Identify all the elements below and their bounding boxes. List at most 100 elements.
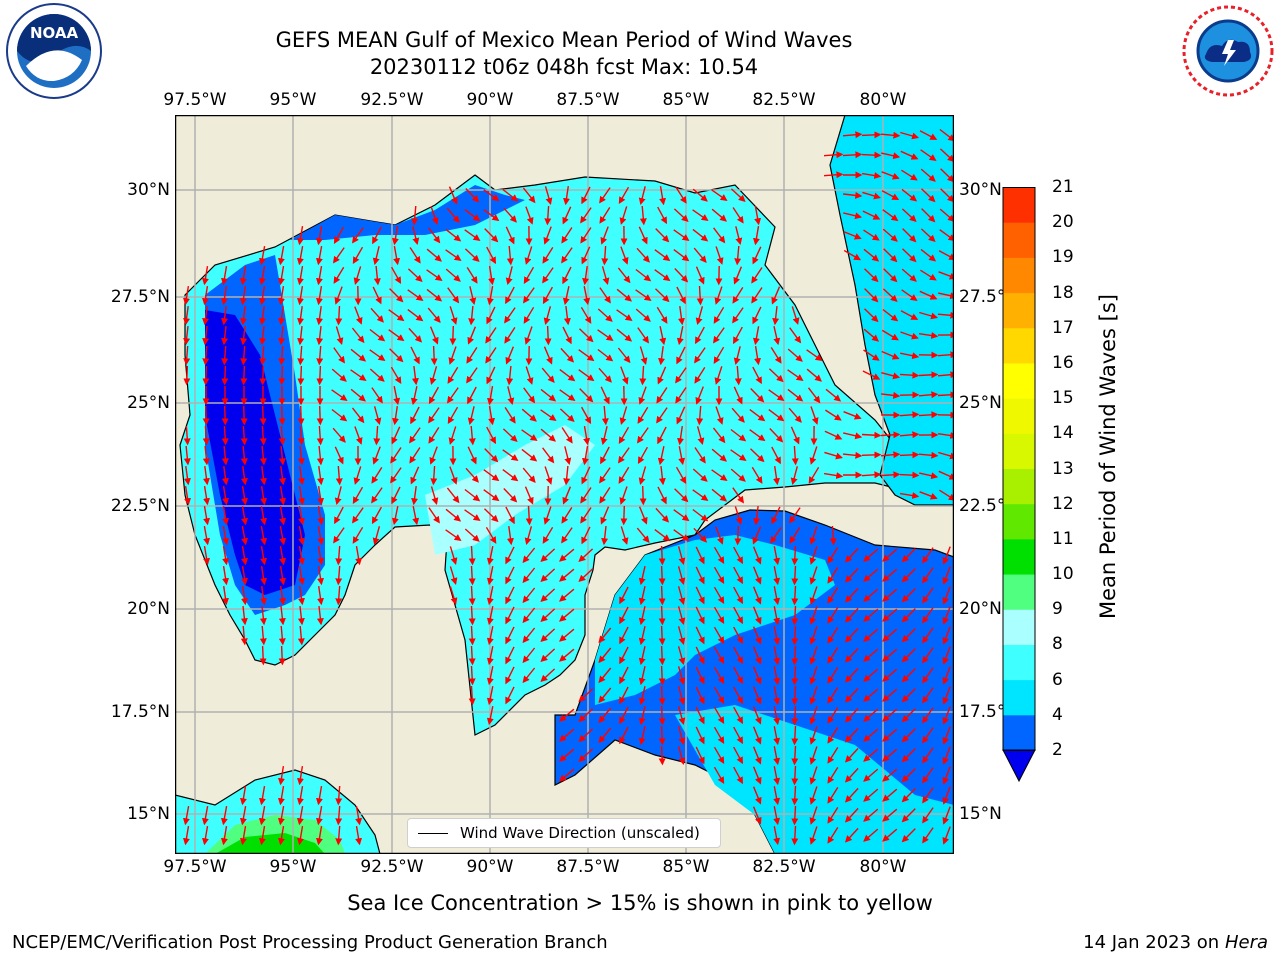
wave-direction-arrow [919,311,939,320]
wave-direction-arrow [239,265,247,286]
colorbar-label: Mean Period of Wind Waves [s] [1096,294,1120,619]
map-title: GEFS MEAN Gulf of Mexico Mean Period of … [275,28,853,52]
wave-direction-arrow [882,768,898,782]
lon-tick-top: 87.5°W [556,90,620,110]
footer-host: Hera [1224,932,1268,953]
wave-direction-arrow [505,606,515,625]
wave-direction-arrow [880,431,901,439]
wave-direction-arrow [524,326,533,345]
wave-direction-arrow [791,745,799,766]
wave-direction-arrow [203,525,211,546]
wave-direction-arrow [426,269,443,282]
wave-direction-arrow [277,245,285,266]
wave-direction-arrow [544,205,552,226]
wave-direction-arrow [768,389,785,402]
wave-direction-arrow [183,445,191,466]
colorbar-tick: 15 [1052,388,1074,409]
colorbar-segment [1003,503,1035,540]
wave-direction-arrow [525,366,534,385]
wave-direction-arrow [354,306,363,325]
wave-direction-arrow [899,371,920,379]
wave-direction-arrow [881,391,901,399]
wave-direction-arrow [639,365,647,386]
wave-direction-arrow [658,545,666,566]
wave-direction-arrow [693,527,708,543]
colorbar-tick: 11 [1052,528,1074,549]
wave-direction-arrow [901,628,916,643]
wave-direction-arrow [618,186,630,205]
wave-direction-arrow [221,425,229,446]
wave-direction-arrow [922,687,934,704]
wave-direction-arrow [773,826,781,846]
wave-direction-arrow [484,508,499,523]
wave-direction-arrow [920,248,937,262]
wave-direction-arrow [239,805,247,826]
wave-direction-arrow [732,287,744,304]
colorbar-segment [1003,468,1035,505]
wave-direction-arrow [240,365,248,386]
colorbar-segment [1003,538,1035,575]
wave-direction-arrow [279,485,286,506]
wave-direction-arrow [221,345,229,366]
wave-direction-arrow [391,426,401,445]
wave-direction-arrow [637,406,649,424]
wave-direction-arrow [464,229,481,242]
wave-direction-arrow [468,545,476,566]
wave-direction-arrow [484,448,499,463]
wave-direction-arrow [733,766,743,785]
wave-direction-arrow [240,306,248,326]
wave-direction-arrow [483,469,500,482]
wave-direction-arrow [391,506,399,526]
wave-direction-arrow [486,546,494,566]
noaa-logo: NOAA [4,2,104,100]
wave-direction-arrow [882,628,898,642]
wave-direction-arrow [222,545,230,566]
wave-direction-arrow [468,305,476,326]
wave-direction-arrow [637,327,650,344]
wave-direction-arrow [619,706,629,725]
wave-direction-arrow [695,266,705,285]
wind-wave-direction-vectors [182,128,954,846]
wave-direction-arrow [882,688,898,702]
wave-direction-arrow [921,188,936,203]
wave-direction-arrow [809,826,818,845]
wave-direction-arrow [677,666,686,686]
wave-direction-arrow [317,545,325,566]
wave-direction-arrow [901,188,918,202]
lat-tick-left: 25°N [127,393,170,413]
wave-direction-arrow [352,246,364,265]
wave-direction-arrow [372,246,380,266]
wave-direction-arrow [372,286,382,305]
wave-direction-arrow [522,607,536,624]
wave-direction-arrow [752,586,762,605]
footer-date: 14 Jan 2023 on Hera [1083,932,1268,953]
wave-direction-arrow [861,471,882,479]
wave-direction-arrow [331,408,348,422]
wave-direction-arrow [791,725,799,746]
wave-direction-arrow [445,508,462,522]
wave-direction-arrow [505,546,515,565]
wave-direction-arrow [521,429,538,442]
wave-direction-arrow [791,545,799,566]
wave-direction-arrow [918,332,939,339]
wave-direction-arrow [922,727,934,744]
wave-direction-arrow [733,546,743,565]
wave-direction-arrow [638,566,646,586]
wave-direction-arrow [522,547,536,564]
wave-direction-arrow [578,708,594,723]
wave-direction-arrow [823,472,844,479]
wave-direction-arrow [428,507,440,524]
wave-direction-arrow [942,686,951,705]
wave-direction-arrow [939,148,954,163]
wave-direction-arrow [580,207,592,224]
wave-direction-arrow [258,265,266,286]
colorbar-tick: 12 [1052,493,1074,514]
wave-direction-arrow [844,787,859,803]
lat-tick-left: 15°N [127,804,170,824]
wave-direction-arrow [505,646,515,665]
wave-direction-arrow [333,226,345,245]
wave-direction-arrow [447,366,459,384]
wave-direction-arrow [616,288,632,302]
wave-direction-arrow [713,686,725,705]
colorbar-tick: 16 [1052,352,1074,373]
